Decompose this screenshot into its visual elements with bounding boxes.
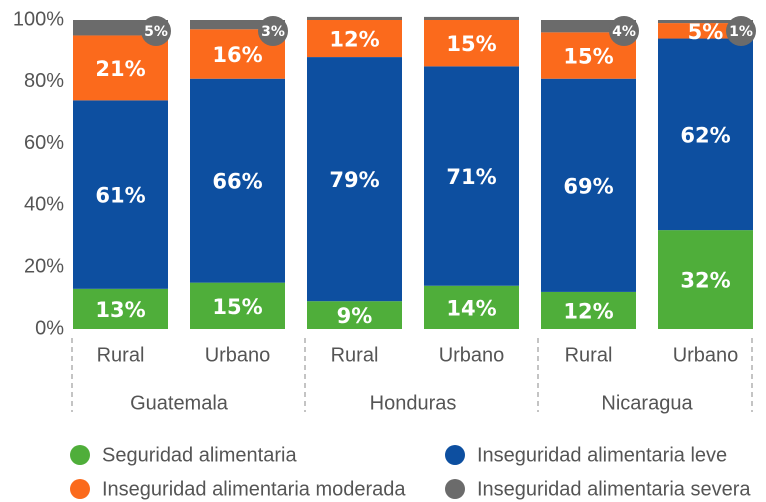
x-tick-label: Urbano [439,344,505,366]
bar-segment [307,57,402,302]
data-label: 12% [329,28,379,52]
data-label: 5% [688,20,724,44]
data-label: 13% [95,298,145,322]
label-badge [609,16,639,46]
label-badge [141,16,171,46]
y-tick-label: 0% [35,317,64,339]
legend-label: Seguridad alimentaria [102,444,297,466]
data-label: 15% [446,32,496,56]
data-label: 79% [329,168,379,192]
bar-segment [307,20,402,58]
bar-segment [73,100,168,289]
legend-marker [70,445,90,465]
data-label: 15% [212,295,262,319]
y-tick-label: 40% [24,194,64,216]
data-label: 12% [563,299,613,323]
data-label: 32% [680,269,730,293]
data-label: 71% [446,165,496,189]
y-tick-label: 20% [24,255,64,277]
data-label: 15% [563,45,613,69]
data-label: 16% [212,43,262,67]
bar-segment [658,230,753,329]
data-label: 21% [95,57,145,81]
bar-segment [307,16,402,20]
data-label: 3% [261,24,285,40]
label-badge [726,16,756,46]
x-tick-label: Rural [331,344,379,366]
group-label: Guatemala [130,392,229,414]
label-badge [258,16,288,46]
legend-marker [445,445,465,465]
bar-segment [424,285,519,329]
bar-segment [190,282,285,329]
bar-segment [424,16,519,20]
x-tick-label: Urbano [673,344,739,366]
legend-label: Inseguridad alimentaria severa [477,478,751,500]
y-tick-label: 80% [24,70,64,92]
legend-marker [445,479,465,499]
legend-marker [70,479,90,499]
bar-segment [541,291,636,329]
bar-segment [307,301,402,329]
data-label: 62% [680,123,730,147]
bar-segment [73,35,168,101]
bar-segment [541,78,636,292]
data-label: 14% [446,296,496,320]
bar-segment [190,20,285,30]
y-tick-label: 100% [13,8,64,30]
legend-label: Inseguridad alimentaria moderada [102,478,406,500]
bar-segment [424,66,519,286]
data-label: 9% [337,304,373,328]
x-tick-label: Rural [97,344,145,366]
data-label: 4% [612,24,636,40]
data-label: 69% [563,174,613,198]
group-label: Honduras [370,392,457,414]
data-label: 1% [729,24,753,40]
data-label: 66% [212,170,262,194]
bar-segment [73,288,168,329]
bar-segment [190,78,285,283]
x-tick-label: Urbano [205,344,271,366]
group-label: Nicaragua [601,392,693,414]
bar-segment [658,20,753,24]
data-label: 5% [144,24,168,40]
y-tick-label: 60% [24,132,64,154]
bar-segment [424,20,519,67]
bar-segment [658,38,753,231]
legend-label: Inseguridad alimentaria leve [477,444,727,466]
x-tick-label: Rural [565,344,613,366]
data-label: 61% [95,184,145,208]
